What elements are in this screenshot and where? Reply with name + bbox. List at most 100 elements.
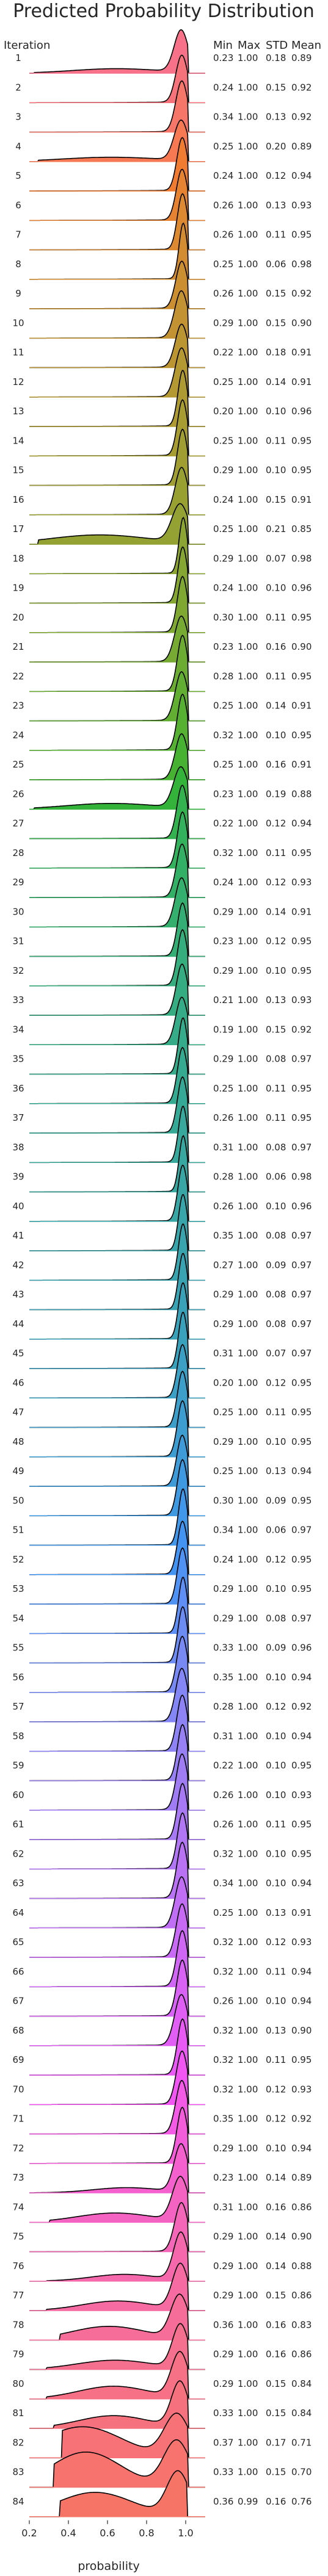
- stat-std: 0.16: [266, 759, 286, 770]
- iteration-label: 5: [15, 170, 21, 181]
- stat-std: 0.11: [266, 1083, 286, 1094]
- stat-max: 1.00: [238, 2084, 258, 2095]
- stat-max: 1.00: [238, 936, 258, 947]
- iteration-label: 81: [12, 2408, 24, 2419]
- iteration-label: 76: [12, 2261, 24, 2272]
- stat-max: 1.00: [238, 730, 258, 741]
- stat-min: 0.30: [213, 1495, 233, 1506]
- stat-min: 0.28: [213, 1701, 233, 1712]
- iteration-label: 21: [12, 641, 24, 652]
- stat-mean: 0.95: [291, 936, 312, 947]
- stat-std: 0.06: [266, 259, 286, 270]
- stat-max: 1.00: [238, 170, 258, 181]
- stat-min: 0.29: [213, 1583, 233, 1594]
- iteration-label: 53: [12, 1583, 24, 1594]
- stat-std: 0.09: [266, 1495, 286, 1506]
- stat-min: 0.29: [213, 2231, 233, 2242]
- iteration-label: 18: [12, 553, 24, 564]
- stat-min: 0.24: [213, 82, 233, 93]
- stat-header-max: Max: [238, 39, 261, 52]
- stat-mean: 0.90: [291, 2231, 312, 2242]
- iteration-label: 49: [12, 1466, 24, 1477]
- stat-std: 0.14: [266, 2231, 286, 2242]
- iteration-label: 55: [12, 1642, 24, 1653]
- stat-std: 0.13: [266, 995, 286, 1006]
- stat-min: 0.27: [213, 1259, 233, 1270]
- iteration-label: 65: [12, 1937, 24, 1948]
- iteration-label: 25: [12, 759, 24, 770]
- stat-max: 1.00: [238, 259, 258, 270]
- stat-std: 0.07: [266, 553, 286, 564]
- stat-mean: 0.95: [291, 1407, 312, 1418]
- iteration-label: 4: [15, 141, 21, 152]
- stat-max: 1.00: [238, 2261, 258, 2272]
- stat-max: 1.00: [238, 1259, 258, 1270]
- stat-std: 0.11: [266, 847, 286, 858]
- stat-max: 1.00: [238, 347, 258, 358]
- iteration-label: 63: [12, 1878, 24, 1889]
- iteration-label: 28: [12, 847, 24, 858]
- stat-max: 1.00: [238, 818, 258, 829]
- iteration-label: 56: [12, 1672, 24, 1683]
- stat-min: 0.31: [213, 2201, 233, 2212]
- iteration-label: 70: [12, 2084, 24, 2095]
- iteration-label: 9: [15, 288, 21, 299]
- stat-min: 0.24: [213, 583, 233, 594]
- stat-mean: 0.83: [291, 2319, 312, 2330]
- stat-min: 0.29: [213, 906, 233, 917]
- stat-std: 0.14: [266, 700, 286, 711]
- stat-std: 0.08: [266, 1230, 286, 1241]
- stat-min: 0.32: [213, 1848, 233, 1859]
- stat-min: 0.31: [213, 1348, 233, 1359]
- stat-std: 0.14: [266, 2261, 286, 2272]
- stat-std: 0.12: [266, 818, 286, 829]
- stat-std: 0.18: [266, 52, 286, 63]
- stat-std: 0.13: [266, 2025, 286, 2036]
- x-tick-label: 0.8: [139, 2527, 154, 2539]
- stat-max: 1.00: [238, 1672, 258, 1683]
- iteration-label: 72: [12, 2143, 24, 2154]
- iteration-label: 8: [15, 259, 21, 270]
- iteration-label: 77: [12, 2290, 24, 2301]
- stat-min: 0.29: [213, 2378, 233, 2389]
- stat-max: 1.00: [238, 2378, 258, 2389]
- iteration-label: 14: [12, 435, 24, 446]
- stat-mean: 0.70: [291, 2467, 312, 2478]
- iteration-label: 43: [12, 1289, 24, 1300]
- stat-mean: 0.93: [291, 1790, 312, 1801]
- stat-max: 1.00: [238, 1878, 258, 1889]
- iteration-label: 64: [12, 1907, 24, 1918]
- stat-mean: 0.95: [291, 1819, 312, 1830]
- stat-mean: 0.91: [291, 347, 312, 358]
- stat-std: 0.15: [266, 317, 286, 328]
- stat-std: 0.06: [266, 1171, 286, 1182]
- stat-min: 0.25: [213, 1907, 233, 1918]
- stat-mean: 0.84: [291, 2408, 312, 2419]
- stat-std: 0.10: [266, 465, 286, 476]
- iteration-label: 73: [12, 2172, 24, 2183]
- stat-max: 1.00: [238, 2025, 258, 2036]
- stat-std: 0.14: [266, 906, 286, 917]
- stat-mean: 0.94: [291, 1996, 312, 2007]
- stat-min: 0.23: [213, 641, 233, 652]
- iteration-label: 60: [12, 1790, 24, 1801]
- stat-max: 1.00: [238, 1907, 258, 1918]
- stat-mean: 0.95: [291, 2054, 312, 2065]
- stat-min: 0.26: [213, 1790, 233, 1801]
- stat-max: 1.00: [238, 2172, 258, 2183]
- stat-min: 0.25: [213, 759, 233, 770]
- ridge-row: 11 0.22 1.00 0.18 0.91: [12, 324, 312, 367]
- stat-min: 0.24: [213, 494, 233, 505]
- stat-mean: 0.94: [291, 1466, 312, 1477]
- stat-min: 0.26: [213, 288, 233, 299]
- stat-std: 0.08: [266, 1142, 286, 1153]
- stat-min: 0.34: [213, 1525, 233, 1536]
- stat-max: 1.00: [238, 1230, 258, 1241]
- stat-min: 0.31: [213, 1730, 233, 1741]
- stat-max: 1.00: [238, 1701, 258, 1712]
- ridge-row: 26 0.23 1.00 0.19 0.88: [12, 767, 312, 810]
- stat-max: 1.00: [238, 2231, 258, 2242]
- stat-min: 0.25: [213, 700, 233, 711]
- stat-min: 0.28: [213, 671, 233, 682]
- ridge-row: 78 0.36 1.00 0.16 0.83: [12, 2294, 312, 2340]
